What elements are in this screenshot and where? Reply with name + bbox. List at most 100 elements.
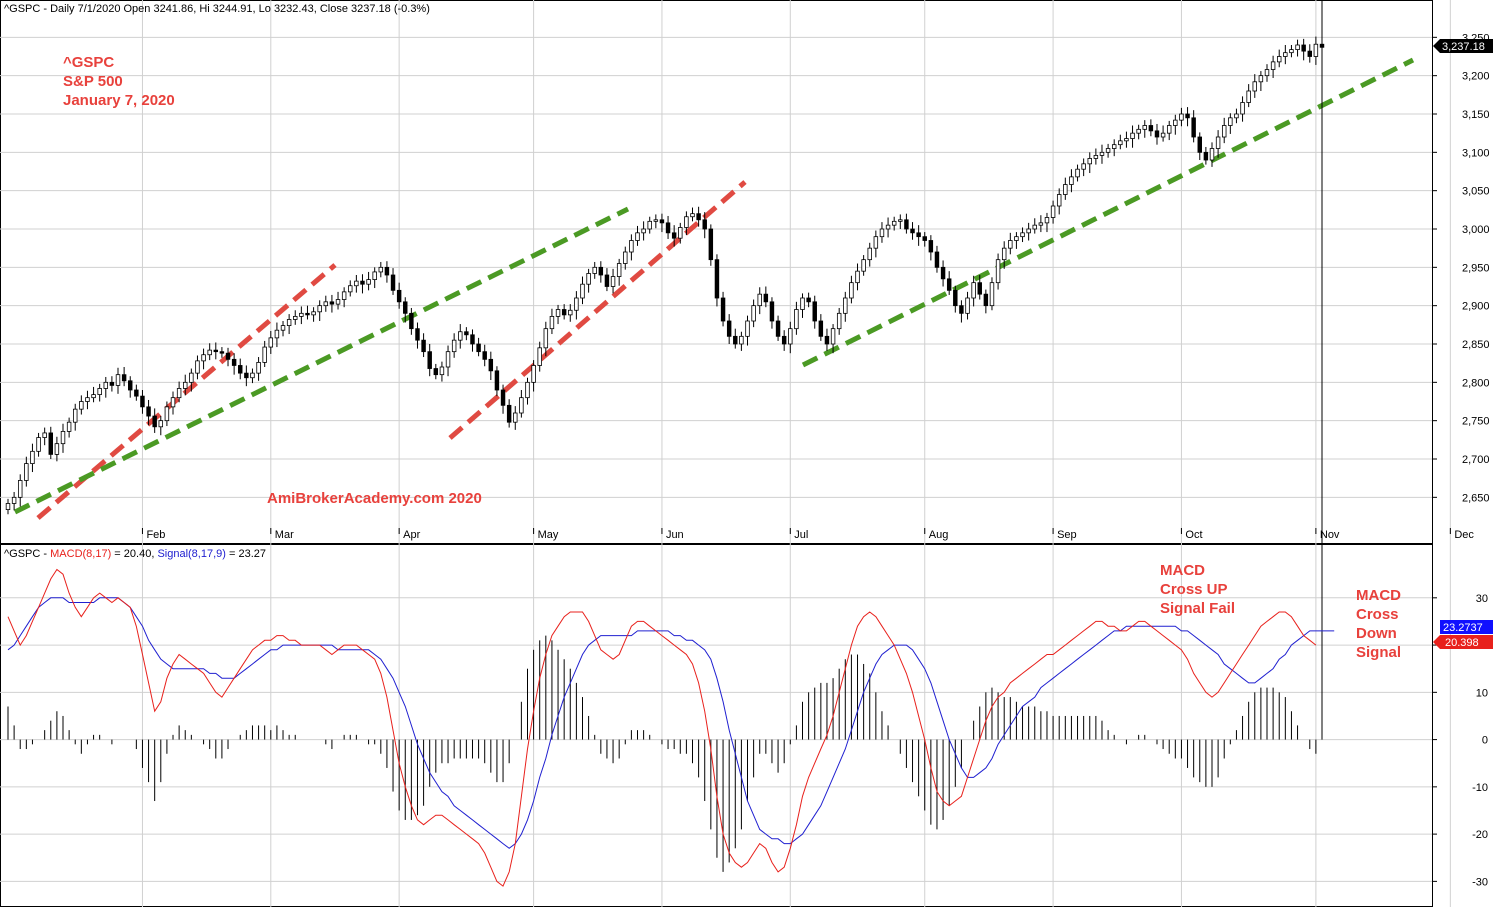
- cross-up-line-2: Cross UP: [1160, 581, 1228, 598]
- price-tick-label: 3,000: [1462, 224, 1490, 236]
- candle-body: [225, 352, 231, 360]
- candle-body: [763, 293, 769, 303]
- candle-body: [458, 331, 463, 341]
- candle-body: [1069, 176, 1074, 185]
- candle-body: [286, 319, 292, 327]
- candle-body: [213, 349, 219, 353]
- candle-body: [1118, 140, 1123, 146]
- candle-body: [910, 228, 915, 234]
- price-tick-label: 3,050: [1462, 186, 1490, 198]
- candle-body: [739, 335, 744, 345]
- candle-body: [1166, 125, 1172, 134]
- candle-body: [85, 397, 90, 402]
- candle-body: [1295, 44, 1300, 50]
- candle-body: [250, 372, 255, 379]
- signal-header-name: Signal(8,17,9): [157, 548, 226, 560]
- candle-body: [470, 334, 475, 345]
- candle-body: [445, 351, 451, 368]
- candle-body: [42, 432, 47, 438]
- signal-badge: 23.2737: [1440, 620, 1493, 634]
- candle-body: [788, 328, 793, 345]
- candle-body: [653, 219, 659, 222]
- candle-body: [323, 301, 329, 307]
- candle-body: [959, 305, 964, 314]
- candle-body: [720, 297, 726, 322]
- candle-body: [488, 358, 494, 372]
- candle-body: [879, 228, 885, 238]
- candle-body: [311, 311, 316, 316]
- candle-body: [140, 395, 145, 408]
- candle-body: [849, 282, 854, 299]
- candle-body: [1154, 130, 1160, 138]
- candle-body: [54, 443, 60, 455]
- macd-header-prefix: ^GSPC -: [4, 548, 50, 560]
- macd-header-value: = 20.40,: [111, 548, 157, 560]
- candle-body: [525, 381, 530, 399]
- candle-body: [390, 274, 396, 291]
- candle-body: [769, 301, 775, 322]
- candle-body: [946, 278, 952, 291]
- candle-body: [409, 312, 414, 330]
- candle-body: [543, 328, 549, 349]
- candle-body: [604, 274, 610, 287]
- cross-up-line-1: MACD: [1160, 562, 1205, 579]
- candle-body: [421, 339, 426, 353]
- macd-badge: 20.398: [1433, 635, 1493, 649]
- candle-body: [1081, 163, 1086, 170]
- candle-body: [714, 259, 720, 299]
- close-badge: 3,237.18: [1433, 39, 1493, 53]
- candle-body: [873, 236, 879, 249]
- month-label: Aug: [929, 529, 949, 541]
- candle-body: [1032, 224, 1037, 230]
- cross-down-line-3: Down: [1356, 625, 1397, 642]
- candle-body: [464, 331, 469, 336]
- candle-body: [1044, 217, 1050, 224]
- candle-body: [1130, 132, 1135, 139]
- candle-body: [1056, 194, 1062, 207]
- candle-body: [60, 430, 66, 445]
- candle-body: [977, 282, 982, 295]
- candle-body: [244, 372, 249, 379]
- candle-body: [329, 301, 335, 305]
- candle-body: [519, 397, 524, 414]
- candle-body: [341, 291, 347, 300]
- trend-line-green-2: [801, 57, 1415, 368]
- month-label: Feb: [146, 529, 165, 541]
- signal-line: [7, 597, 1335, 849]
- candle-body: [592, 266, 597, 274]
- candle-body: [219, 351, 225, 354]
- candle-body: [79, 401, 84, 410]
- month-label: Sep: [1057, 529, 1077, 541]
- month-label: Jun: [666, 529, 684, 541]
- candle-body: [616, 263, 622, 277]
- close-badge-text: 3,237.18: [1442, 41, 1485, 53]
- candle-body: [1264, 69, 1270, 77]
- candle-body: [500, 389, 506, 406]
- candle-body: [207, 349, 212, 356]
- candle-body: [1185, 113, 1190, 119]
- candle-body: [384, 266, 390, 276]
- candle-body: [983, 293, 989, 307]
- candle-body: [1111, 144, 1117, 149]
- candle-body: [561, 309, 567, 316]
- candle-body: [476, 343, 481, 353]
- candle-body: [549, 315, 555, 330]
- candle-body: [928, 240, 934, 253]
- candle-body: [751, 305, 756, 322]
- candle-body: [757, 293, 762, 307]
- candle-body: [953, 289, 958, 307]
- candle-body: [335, 299, 341, 305]
- candle-body: [1234, 113, 1239, 119]
- candle-body: [396, 289, 402, 303]
- candle-body: [1246, 90, 1251, 103]
- candle-body: [11, 496, 17, 504]
- price-tick-label: 3,150: [1462, 109, 1490, 121]
- candle-body: [1301, 44, 1306, 52]
- title-line-1: ^GSPC: [63, 54, 114, 71]
- macd-header: ^GSPC - MACD(8,17) = 20.40, Signal(8,17,…: [4, 548, 266, 560]
- candle-body: [1179, 113, 1184, 121]
- candle-body: [1075, 168, 1080, 178]
- candle-body: [494, 370, 500, 391]
- candle-body: [372, 271, 377, 280]
- candle-body: [659, 219, 665, 224]
